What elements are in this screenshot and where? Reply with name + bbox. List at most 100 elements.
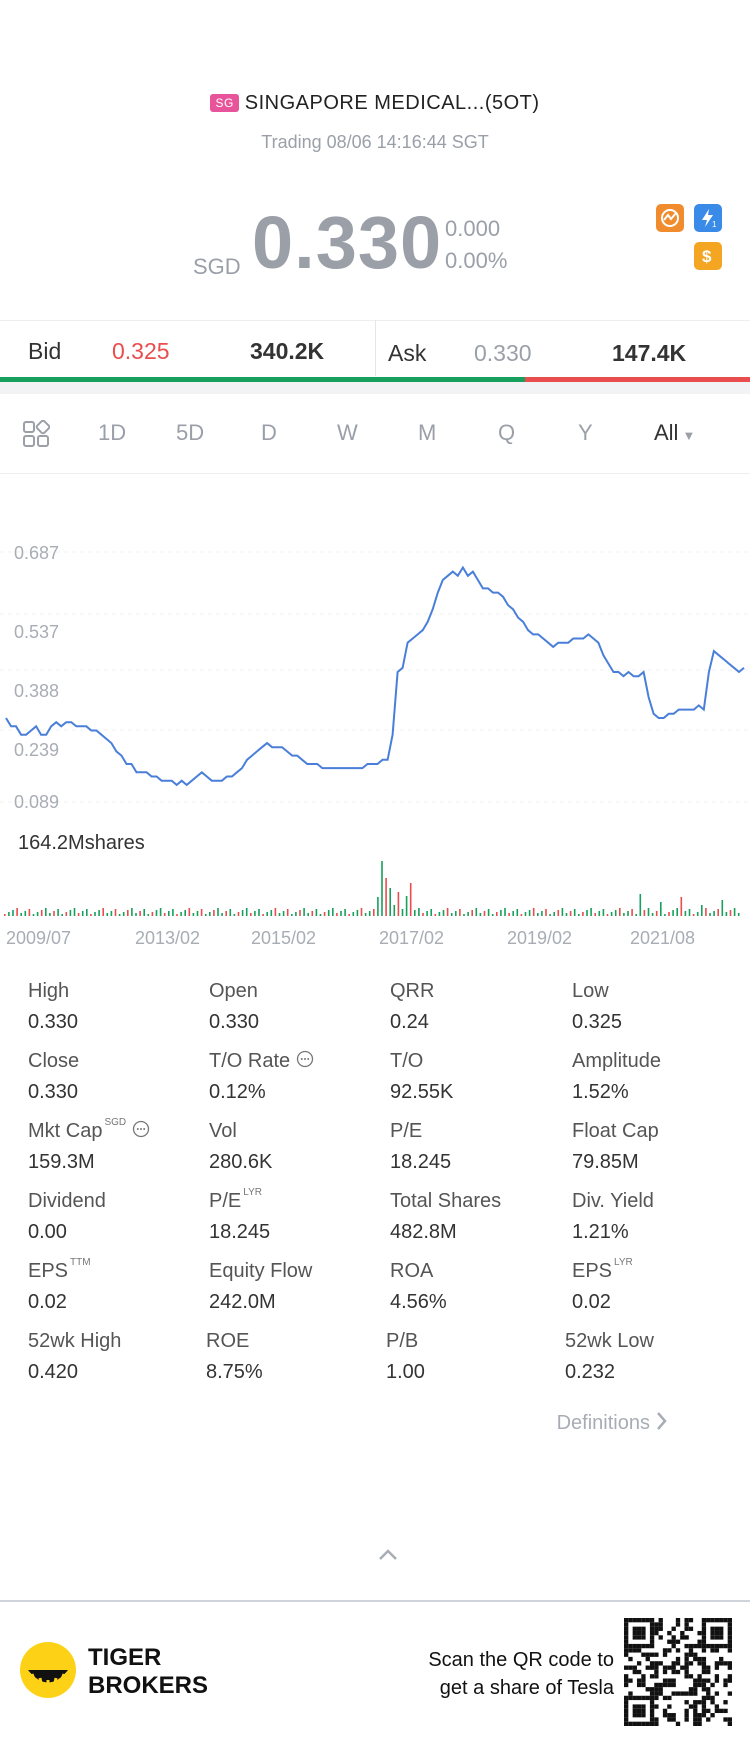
volume-bar	[368, 911, 371, 916]
flash-order-icon[interactable]: 1	[694, 204, 722, 232]
stat-cell: High 0.330	[28, 980, 78, 1034]
trading-status: Trading 08/06 14:16:44 SGT	[261, 132, 489, 152]
tab-quarter[interactable]: Q	[498, 420, 516, 445]
stat-label: 52wk High	[28, 1330, 122, 1352]
volume-bar	[86, 909, 88, 916]
volume-bar	[655, 911, 658, 916]
stat-cell: Total Shares 482.8M	[390, 1190, 501, 1244]
volume-bar	[660, 902, 662, 916]
x-tick-5: 2021/08	[630, 928, 696, 948]
volume-bar	[725, 912, 728, 916]
volume-bar	[598, 911, 601, 916]
volume-bar	[651, 913, 654, 916]
stat-label: Mkt Cap	[28, 1120, 103, 1142]
stat-label: Div. Yield	[572, 1190, 654, 1212]
stat-label: T/O Rate	[209, 1050, 291, 1072]
stat-value: 1.21%	[572, 1221, 629, 1243]
chevron-up-icon[interactable]	[377, 1548, 399, 1567]
volume-bar	[16, 908, 18, 916]
volume-bar	[549, 914, 551, 916]
volume-bar	[274, 908, 277, 916]
volume-bar	[713, 911, 715, 916]
volume-bar	[221, 913, 223, 916]
volume-bar	[348, 914, 350, 916]
x-tick-3: 2017/02	[379, 928, 445, 948]
x-tick-1: 2013/02	[135, 928, 201, 948]
volume-bar	[8, 912, 10, 916]
volume-bar	[389, 888, 391, 916]
volume-bar	[36, 912, 39, 916]
volume-bar	[463, 914, 465, 916]
volume-label: 164.2Mshares	[18, 832, 145, 854]
volume-bar	[688, 909, 691, 916]
x-tick-0: 2009/07	[6, 928, 72, 948]
stat-cell: 52wk High 0.420	[28, 1330, 121, 1384]
info-icon[interactable]	[126, 1120, 150, 1141]
stat-label: High	[28, 980, 70, 1002]
volume-bar	[647, 908, 650, 916]
volume-bar	[623, 913, 625, 916]
volume-bar	[561, 908, 564, 916]
tab-day[interactable]: D	[261, 420, 277, 445]
volume-bar	[602, 909, 605, 916]
volume-bar	[684, 911, 687, 916]
section-gap	[0, 382, 750, 394]
volume-bar	[631, 909, 633, 916]
promo-footer	[0, 1600, 750, 1746]
chevron-right-icon	[656, 1410, 668, 1437]
stat-label: 52wk Low	[565, 1330, 654, 1352]
tab-5d[interactable]: 5D	[176, 420, 205, 445]
volume-bar	[340, 911, 342, 916]
volume-bar	[434, 914, 437, 916]
volume-bar	[155, 910, 158, 916]
volume-bar	[426, 911, 428, 916]
volume-bar	[57, 909, 59, 916]
stat-label: Close	[28, 1050, 80, 1072]
definitions-link[interactable]: Definitions	[557, 1412, 650, 1435]
volume-bar	[705, 908, 707, 916]
stat-value: 79.85M	[572, 1151, 639, 1173]
tab-year[interactable]: Y	[578, 420, 593, 445]
chart-swap-icon[interactable]	[656, 204, 684, 232]
stat-label: T/O	[390, 1050, 424, 1072]
stat-value: 0.232	[565, 1361, 616, 1383]
stat-value: 159.3M	[28, 1151, 95, 1173]
grid-layout-icon[interactable]	[22, 419, 51, 453]
volume-bar	[45, 908, 47, 916]
volume-bar	[606, 914, 609, 916]
stat-cell: P/B 1.00	[386, 1330, 425, 1384]
stat-value: 0.02	[28, 1291, 67, 1313]
volume-bar	[381, 861, 383, 916]
stat-label: Float Cap	[572, 1120, 659, 1142]
volume-bar	[487, 909, 490, 916]
volume-bar	[467, 912, 469, 916]
stat-label: ROA	[390, 1260, 434, 1282]
volume-bar	[4, 914, 6, 916]
ask-price: 0.330	[474, 340, 532, 366]
tab-all[interactable]: All ▼	[654, 420, 695, 446]
dollar-icon[interactable]: $	[694, 242, 722, 270]
volume-bar	[98, 910, 100, 916]
volume-bar	[188, 908, 191, 916]
volume-bar	[307, 913, 309, 916]
volume-bar	[254, 911, 256, 916]
volume-bar	[327, 910, 330, 916]
stat-cell: Div. Yield 1.21%	[572, 1190, 654, 1244]
tab-week[interactable]: W	[337, 420, 358, 445]
info-icon[interactable]	[290, 1050, 314, 1071]
volume-bar	[721, 900, 724, 916]
volume-bar	[213, 910, 215, 916]
stat-cell: Equity Flow 242.0M	[209, 1260, 312, 1314]
volume-bar	[672, 910, 674, 916]
stock-name: SINGAPORE MEDICAL...(5OT)	[244, 92, 540, 114]
stat-cell: Mkt Cap SGD 159.3M	[28, 1117, 150, 1174]
volume-bar	[680, 897, 683, 916]
bid-volume-bar	[0, 377, 525, 382]
price-chart[interactable]	[0, 540, 750, 920]
stock-title: SG SINGAPORE MEDICAL...(5OT)	[0, 92, 750, 115]
tab-month[interactable]: M	[418, 420, 437, 445]
tab-1d[interactable]: 1D	[98, 420, 127, 445]
stat-value: 0.325	[572, 1011, 623, 1033]
tiger-logo-icon	[18, 1640, 78, 1705]
stat-label: P/E	[209, 1190, 242, 1212]
